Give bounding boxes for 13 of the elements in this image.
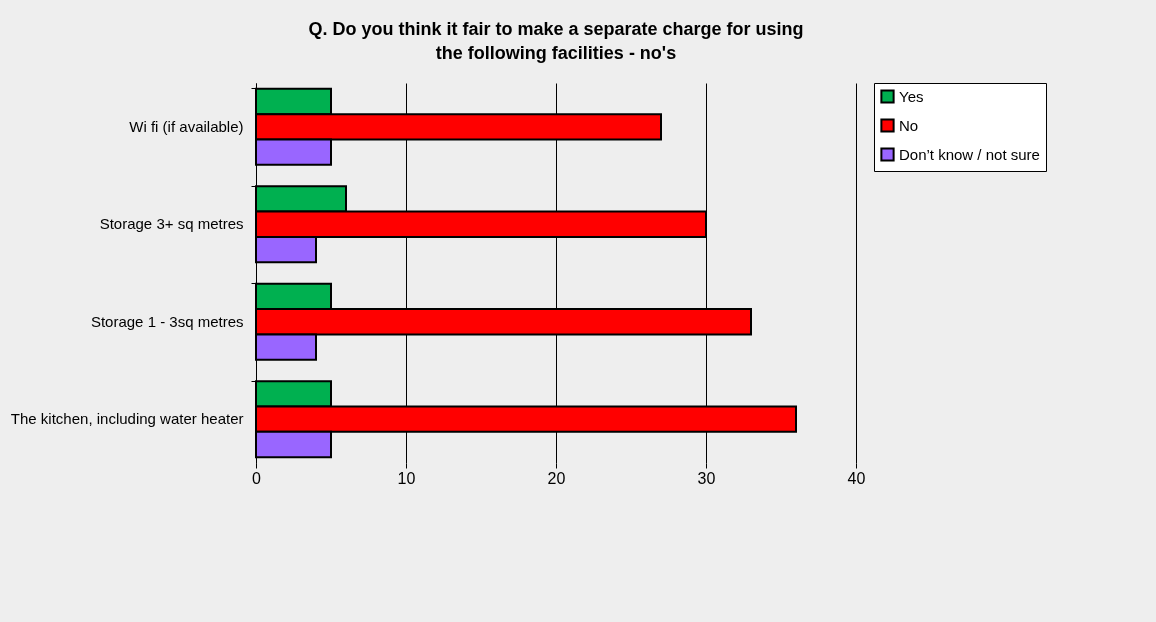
x-tick-label: 40 bbox=[847, 469, 866, 487]
legend-label: Don’t know / not sure bbox=[899, 145, 1040, 163]
chart-title: Q. Do you think it fair to make a separate charge for using the following facilities - no's bbox=[308, 18, 804, 63]
x-tick-label: 30 bbox=[697, 469, 716, 487]
y-tick-label: Storage 1 - 3sq metres bbox=[90, 312, 244, 330]
y-tick-label: Storage 3+ sq metres bbox=[99, 215, 244, 233]
y-tick-label: The kitchen, including water heater bbox=[10, 410, 244, 428]
x-tick-label: 10 bbox=[397, 469, 416, 487]
x-tick-label: 0 bbox=[252, 469, 262, 487]
legend-label: Yes bbox=[899, 87, 924, 105]
y-tick-label: Wi fi (if available) bbox=[129, 117, 244, 135]
legend-label: No bbox=[899, 116, 919, 134]
x-tick-label: 20 bbox=[547, 469, 566, 487]
